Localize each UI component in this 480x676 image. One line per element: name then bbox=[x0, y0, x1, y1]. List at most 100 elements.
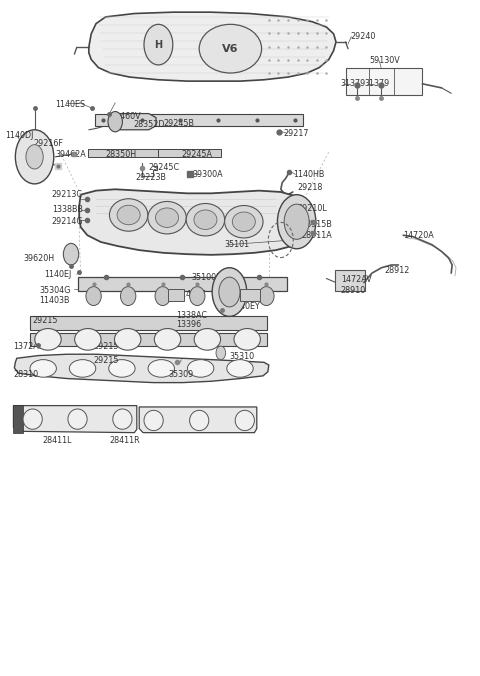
Text: 1338AC: 1338AC bbox=[177, 310, 208, 320]
Text: 28411R: 28411R bbox=[109, 436, 140, 445]
Text: 29216F: 29216F bbox=[34, 139, 63, 148]
Text: 29223B: 29223B bbox=[135, 173, 167, 183]
Circle shape bbox=[216, 346, 226, 360]
Text: 29214G: 29214G bbox=[52, 217, 84, 226]
Text: 35100E: 35100E bbox=[191, 272, 221, 282]
Circle shape bbox=[144, 24, 173, 65]
Text: 28310: 28310 bbox=[13, 370, 38, 379]
FancyBboxPatch shape bbox=[30, 316, 267, 330]
Text: 28350H: 28350H bbox=[106, 149, 137, 159]
FancyBboxPatch shape bbox=[168, 289, 184, 301]
Text: 14720A: 14720A bbox=[403, 231, 434, 240]
Ellipse shape bbox=[190, 287, 205, 306]
Text: 29213C: 29213C bbox=[52, 190, 83, 199]
Ellipse shape bbox=[120, 287, 136, 306]
Ellipse shape bbox=[259, 287, 274, 306]
Ellipse shape bbox=[155, 287, 170, 306]
Ellipse shape bbox=[144, 410, 163, 431]
Circle shape bbox=[212, 268, 247, 316]
Text: 31379: 31379 bbox=[365, 79, 390, 89]
Ellipse shape bbox=[113, 409, 132, 429]
Text: 1140FY: 1140FY bbox=[177, 290, 206, 299]
FancyBboxPatch shape bbox=[30, 333, 267, 346]
Text: 1140EJ: 1140EJ bbox=[44, 270, 72, 279]
Text: 28911A: 28911A bbox=[301, 231, 332, 240]
Polygon shape bbox=[79, 189, 311, 255]
Text: 28411L: 28411L bbox=[42, 436, 72, 445]
Ellipse shape bbox=[156, 208, 179, 227]
Text: 29245A: 29245A bbox=[181, 149, 213, 159]
Ellipse shape bbox=[188, 360, 214, 377]
Text: 28352D: 28352D bbox=[133, 120, 165, 129]
Ellipse shape bbox=[115, 329, 141, 350]
Text: 1140EY: 1140EY bbox=[230, 302, 260, 312]
Ellipse shape bbox=[108, 360, 135, 377]
FancyBboxPatch shape bbox=[335, 270, 365, 291]
Text: 29245B: 29245B bbox=[163, 118, 194, 128]
Text: 1140HB: 1140HB bbox=[293, 170, 324, 179]
Ellipse shape bbox=[30, 360, 56, 377]
Circle shape bbox=[277, 195, 316, 249]
Ellipse shape bbox=[186, 203, 225, 236]
Text: 29215: 29215 bbox=[94, 341, 119, 351]
Text: V6: V6 bbox=[222, 44, 239, 53]
Text: 39620H: 39620H bbox=[23, 254, 54, 263]
Polygon shape bbox=[120, 114, 156, 130]
Ellipse shape bbox=[75, 329, 101, 350]
Circle shape bbox=[26, 145, 43, 169]
Text: 11403B: 11403B bbox=[39, 295, 70, 305]
Circle shape bbox=[219, 277, 240, 307]
Text: 35309: 35309 bbox=[168, 370, 193, 379]
Text: 29218: 29218 bbox=[298, 183, 323, 193]
Polygon shape bbox=[14, 354, 269, 383]
Text: 59130V: 59130V bbox=[370, 56, 400, 66]
Polygon shape bbox=[139, 407, 257, 433]
Ellipse shape bbox=[227, 360, 253, 377]
Text: 31379: 31379 bbox=[341, 79, 366, 89]
Circle shape bbox=[15, 130, 54, 184]
Text: 28910: 28910 bbox=[341, 286, 366, 295]
Text: 91980V: 91980V bbox=[239, 290, 270, 299]
Ellipse shape bbox=[86, 287, 101, 306]
Text: 35101: 35101 bbox=[225, 240, 250, 249]
Circle shape bbox=[63, 243, 79, 265]
Ellipse shape bbox=[225, 206, 263, 238]
Ellipse shape bbox=[35, 329, 61, 350]
Circle shape bbox=[108, 112, 122, 132]
Text: 29245C: 29245C bbox=[149, 163, 180, 172]
Ellipse shape bbox=[109, 199, 148, 231]
Text: 28915B: 28915B bbox=[301, 220, 332, 229]
Ellipse shape bbox=[199, 24, 262, 73]
Polygon shape bbox=[346, 68, 422, 95]
Ellipse shape bbox=[190, 410, 209, 431]
Text: 1140DJ: 1140DJ bbox=[5, 130, 33, 140]
Text: 35310: 35310 bbox=[229, 352, 254, 362]
FancyBboxPatch shape bbox=[158, 149, 221, 157]
Text: 29215: 29215 bbox=[94, 356, 119, 366]
FancyBboxPatch shape bbox=[78, 277, 287, 291]
Text: 13396: 13396 bbox=[177, 320, 202, 329]
Text: 28912: 28912 bbox=[384, 266, 409, 275]
Text: 1338BB: 1338BB bbox=[52, 205, 83, 214]
Ellipse shape bbox=[117, 206, 140, 224]
Text: 1140ES: 1140ES bbox=[55, 99, 85, 109]
FancyBboxPatch shape bbox=[95, 114, 303, 126]
Ellipse shape bbox=[148, 201, 186, 234]
Circle shape bbox=[284, 204, 309, 239]
Ellipse shape bbox=[148, 360, 174, 377]
Polygon shape bbox=[13, 406, 137, 433]
FancyBboxPatch shape bbox=[13, 405, 23, 433]
Text: 1372AE: 1372AE bbox=[13, 341, 44, 351]
Ellipse shape bbox=[224, 287, 240, 306]
Ellipse shape bbox=[155, 329, 180, 350]
Ellipse shape bbox=[194, 210, 217, 229]
Text: 39460V: 39460V bbox=[110, 112, 141, 121]
FancyBboxPatch shape bbox=[88, 149, 195, 157]
Ellipse shape bbox=[69, 360, 96, 377]
Text: 35304G: 35304G bbox=[39, 286, 71, 295]
Text: 39462A: 39462A bbox=[55, 149, 86, 159]
Text: H: H bbox=[155, 40, 162, 49]
Ellipse shape bbox=[23, 409, 42, 429]
Text: 29240: 29240 bbox=[350, 32, 376, 41]
Ellipse shape bbox=[68, 409, 87, 429]
